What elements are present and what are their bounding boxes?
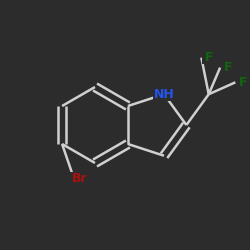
Bar <box>68 172 92 186</box>
Text: Br: Br <box>72 172 88 186</box>
Text: NH: NH <box>154 88 174 101</box>
Bar <box>153 87 175 101</box>
Bar <box>221 62 235 74</box>
Text: F: F <box>205 51 214 64</box>
Bar <box>236 76 250 88</box>
Text: F: F <box>239 76 248 89</box>
Bar <box>202 52 216 64</box>
Text: F: F <box>224 61 232 74</box>
